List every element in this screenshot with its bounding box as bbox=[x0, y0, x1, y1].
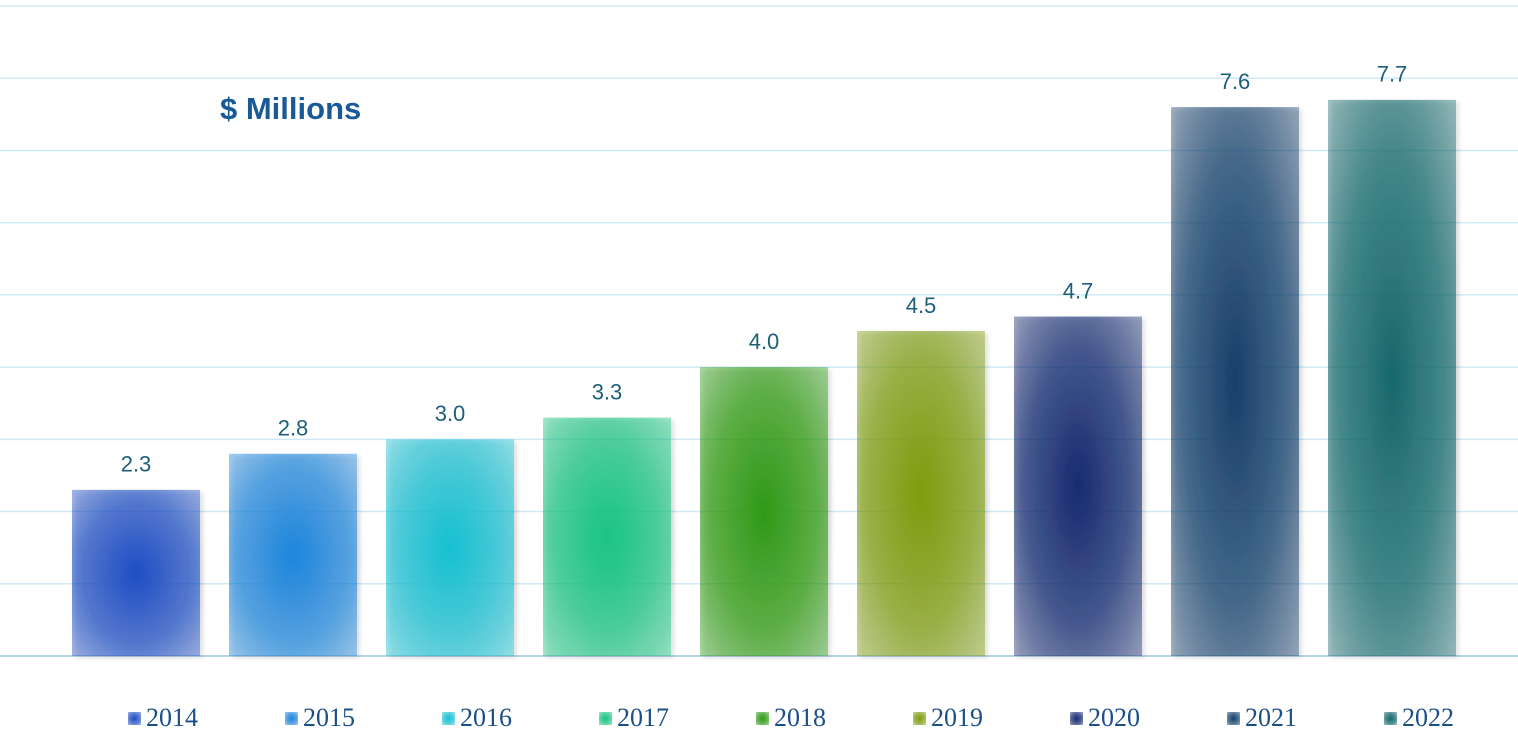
legend-swatch bbox=[442, 712, 455, 725]
legend-label: 2015 bbox=[303, 703, 355, 732]
bar bbox=[1171, 107, 1299, 657]
legend-swatch bbox=[1384, 712, 1397, 725]
bar bbox=[857, 331, 985, 656]
bar bbox=[1014, 316, 1142, 656]
value-label: 2.8 bbox=[278, 416, 309, 441]
legend-swatch bbox=[285, 712, 298, 725]
legend-swatch bbox=[1070, 712, 1083, 725]
legend-label: 2017 bbox=[617, 703, 669, 732]
value-label: 4.7 bbox=[1063, 278, 1094, 303]
legend-label: 2018 bbox=[774, 703, 826, 732]
legend-swatch bbox=[756, 712, 769, 725]
bar bbox=[543, 417, 671, 656]
legend-label: 2016 bbox=[460, 703, 512, 732]
value-label: 7.6 bbox=[1220, 69, 1251, 94]
legend-label: 2019 bbox=[931, 703, 983, 732]
legend-label: 2020 bbox=[1088, 703, 1140, 732]
chart-title: $ Millions bbox=[220, 91, 361, 126]
legend-swatch bbox=[128, 712, 141, 725]
bar bbox=[700, 367, 828, 656]
value-label: 3.0 bbox=[435, 401, 466, 426]
legend-label: 2021 bbox=[1245, 703, 1297, 732]
legend-label: 2022 bbox=[1402, 703, 1454, 732]
legend-label: 2014 bbox=[146, 703, 198, 732]
legend-swatch bbox=[913, 712, 926, 725]
bar bbox=[229, 453, 357, 656]
value-label: 2.3 bbox=[121, 452, 152, 477]
legend-swatch bbox=[599, 712, 612, 725]
value-label: 3.3 bbox=[592, 379, 623, 404]
value-label: 7.7 bbox=[1377, 62, 1408, 87]
value-label: 4.0 bbox=[749, 329, 780, 354]
bar bbox=[72, 489, 200, 656]
bar bbox=[386, 439, 514, 656]
value-label: 4.5 bbox=[906, 293, 937, 318]
legend-swatch bbox=[1227, 712, 1240, 725]
bar bbox=[1328, 99, 1456, 656]
